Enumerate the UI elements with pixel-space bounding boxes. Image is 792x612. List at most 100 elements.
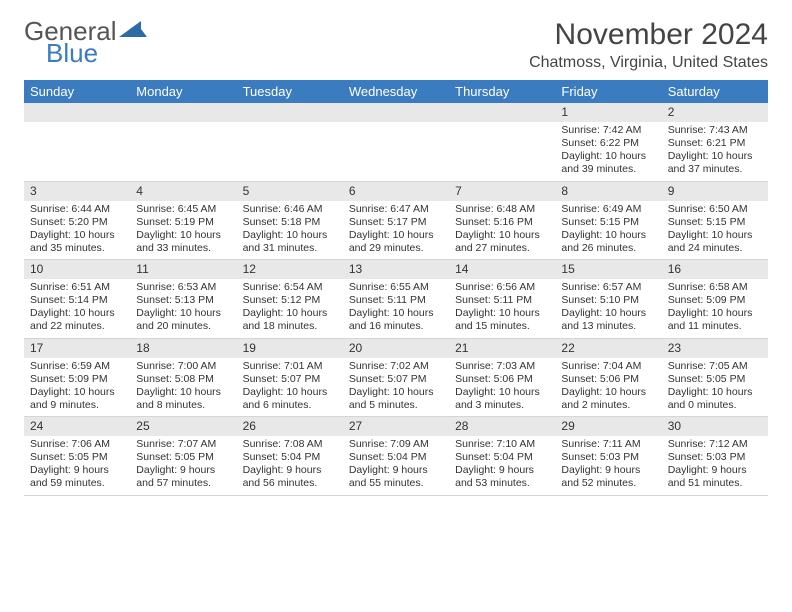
calendar-day-cell: 27Sunrise: 7:09 AMSunset: 5:04 PMDayligh… — [343, 417, 449, 496]
calendar-day-cell: 9Sunrise: 6:50 AMSunset: 5:15 PMDaylight… — [662, 181, 768, 260]
day-daylight1: Daylight: 10 hours — [349, 229, 443, 242]
day-sunset: Sunset: 5:05 PM — [136, 451, 230, 464]
day-daylight1: Daylight: 10 hours — [455, 307, 549, 320]
day-number: 18 — [130, 339, 236, 358]
day-daylight2: and 13 minutes. — [561, 320, 655, 333]
day-sunrise: Sunrise: 6:44 AM — [30, 203, 124, 216]
calendar-day-cell: 5Sunrise: 6:46 AMSunset: 5:18 PMDaylight… — [237, 181, 343, 260]
day-details: Sunrise: 6:54 AMSunset: 5:12 PMDaylight:… — [237, 279, 343, 338]
day-sunrise: Sunrise: 7:06 AM — [30, 438, 124, 451]
day-sunrise: Sunrise: 6:58 AM — [668, 281, 762, 294]
calendar-week-row: 3Sunrise: 6:44 AMSunset: 5:20 PMDaylight… — [24, 181, 768, 260]
day-details: Sunrise: 6:50 AMSunset: 5:15 PMDaylight:… — [662, 201, 768, 260]
day-number: 3 — [24, 182, 130, 201]
weekday-header: Saturday — [662, 80, 768, 103]
day-sunset: Sunset: 5:11 PM — [349, 294, 443, 307]
day-details: Sunrise: 7:11 AMSunset: 5:03 PMDaylight:… — [555, 436, 661, 495]
day-details: Sunrise: 7:43 AMSunset: 6:21 PMDaylight:… — [662, 122, 768, 181]
day-details: Sunrise: 7:00 AMSunset: 5:08 PMDaylight:… — [130, 358, 236, 417]
calendar-day-cell: 17Sunrise: 6:59 AMSunset: 5:09 PMDayligh… — [24, 338, 130, 417]
calendar-day-cell: 2Sunrise: 7:43 AMSunset: 6:21 PMDaylight… — [662, 103, 768, 181]
day-sunrise: Sunrise: 7:07 AM — [136, 438, 230, 451]
day-daylight2: and 29 minutes. — [349, 242, 443, 255]
logo-text-blue: Blue — [46, 40, 98, 66]
calendar-day-cell: 4Sunrise: 6:45 AMSunset: 5:19 PMDaylight… — [130, 181, 236, 260]
day-daylight2: and 11 minutes. — [668, 320, 762, 333]
calendar-day-cell: 6Sunrise: 6:47 AMSunset: 5:17 PMDaylight… — [343, 181, 449, 260]
day-number: 9 — [662, 182, 768, 201]
weekday-header: Tuesday — [237, 80, 343, 103]
day-daylight1: Daylight: 10 hours — [561, 150, 655, 163]
day-number — [343, 103, 449, 122]
weekday-header: Sunday — [24, 80, 130, 103]
day-details: Sunrise: 6:45 AMSunset: 5:19 PMDaylight:… — [130, 201, 236, 260]
day-daylight1: Daylight: 10 hours — [668, 229, 762, 242]
day-sunrise: Sunrise: 7:05 AM — [668, 360, 762, 373]
day-sunset: Sunset: 5:11 PM — [455, 294, 549, 307]
calendar-day-cell: 7Sunrise: 6:48 AMSunset: 5:16 PMDaylight… — [449, 181, 555, 260]
day-details: Sunrise: 6:58 AMSunset: 5:09 PMDaylight:… — [662, 279, 768, 338]
day-sunset: Sunset: 6:21 PM — [668, 137, 762, 150]
location-subtitle: Chatmoss, Virginia, United States — [529, 54, 768, 72]
calendar-table: SundayMondayTuesdayWednesdayThursdayFrid… — [24, 80, 768, 496]
day-daylight1: Daylight: 9 hours — [349, 464, 443, 477]
day-daylight2: and 5 minutes. — [349, 399, 443, 412]
day-sunset: Sunset: 5:20 PM — [30, 216, 124, 229]
day-number: 7 — [449, 182, 555, 201]
day-daylight1: Daylight: 10 hours — [243, 229, 337, 242]
calendar-day-cell: 22Sunrise: 7:04 AMSunset: 5:06 PMDayligh… — [555, 338, 661, 417]
day-sunrise: Sunrise: 6:50 AM — [668, 203, 762, 216]
day-daylight2: and 52 minutes. — [561, 477, 655, 490]
calendar-body: 1Sunrise: 7:42 AMSunset: 6:22 PMDaylight… — [24, 103, 768, 495]
calendar-day-cell: 15Sunrise: 6:57 AMSunset: 5:10 PMDayligh… — [555, 260, 661, 339]
day-number: 20 — [343, 339, 449, 358]
weekday-header: Friday — [555, 80, 661, 103]
day-number: 26 — [237, 417, 343, 436]
calendar-week-row: 17Sunrise: 6:59 AMSunset: 5:09 PMDayligh… — [24, 338, 768, 417]
day-sunset: Sunset: 5:17 PM — [349, 216, 443, 229]
day-number: 23 — [662, 339, 768, 358]
weekday-header: Monday — [130, 80, 236, 103]
day-daylight2: and 0 minutes. — [668, 399, 762, 412]
day-number — [24, 103, 130, 122]
day-number: 5 — [237, 182, 343, 201]
day-daylight1: Daylight: 10 hours — [136, 229, 230, 242]
day-sunrise: Sunrise: 7:12 AM — [668, 438, 762, 451]
day-number: 4 — [130, 182, 236, 201]
day-daylight2: and 20 minutes. — [136, 320, 230, 333]
day-details — [343, 122, 449, 174]
day-sunrise: Sunrise: 6:55 AM — [349, 281, 443, 294]
calendar-day-cell: 13Sunrise: 6:55 AMSunset: 5:11 PMDayligh… — [343, 260, 449, 339]
day-daylight1: Daylight: 9 hours — [561, 464, 655, 477]
day-number: 15 — [555, 260, 661, 279]
calendar-day-cell: 16Sunrise: 6:58 AMSunset: 5:09 PMDayligh… — [662, 260, 768, 339]
day-number — [237, 103, 343, 122]
day-details: Sunrise: 7:42 AMSunset: 6:22 PMDaylight:… — [555, 122, 661, 181]
day-details: Sunrise: 7:07 AMSunset: 5:05 PMDaylight:… — [130, 436, 236, 495]
day-details: Sunrise: 6:57 AMSunset: 5:10 PMDaylight:… — [555, 279, 661, 338]
logo: General Blue — [24, 18, 147, 66]
day-number: 8 — [555, 182, 661, 201]
day-number: 1 — [555, 103, 661, 122]
day-daylight1: Daylight: 10 hours — [349, 307, 443, 320]
day-details: Sunrise: 7:08 AMSunset: 5:04 PMDaylight:… — [237, 436, 343, 495]
weekday-header-row: SundayMondayTuesdayWednesdayThursdayFrid… — [24, 80, 768, 103]
day-details: Sunrise: 7:10 AMSunset: 5:04 PMDaylight:… — [449, 436, 555, 495]
day-sunset: Sunset: 5:03 PM — [561, 451, 655, 464]
day-number: 16 — [662, 260, 768, 279]
day-number: 12 — [237, 260, 343, 279]
day-details: Sunrise: 6:44 AMSunset: 5:20 PMDaylight:… — [24, 201, 130, 260]
day-daylight2: and 35 minutes. — [30, 242, 124, 255]
day-sunrise: Sunrise: 6:48 AM — [455, 203, 549, 216]
day-sunrise: Sunrise: 7:11 AM — [561, 438, 655, 451]
header: General Blue November 2024 Chatmoss, Vir… — [24, 18, 768, 72]
day-sunrise: Sunrise: 7:09 AM — [349, 438, 443, 451]
day-daylight1: Daylight: 10 hours — [30, 307, 124, 320]
page-title: November 2024 — [529, 18, 768, 52]
day-daylight1: Daylight: 10 hours — [668, 150, 762, 163]
day-details — [130, 122, 236, 174]
day-sunset: Sunset: 5:06 PM — [455, 373, 549, 386]
triangle-icon — [119, 19, 147, 43]
day-sunset: Sunset: 5:04 PM — [455, 451, 549, 464]
day-sunset: Sunset: 5:09 PM — [30, 373, 124, 386]
